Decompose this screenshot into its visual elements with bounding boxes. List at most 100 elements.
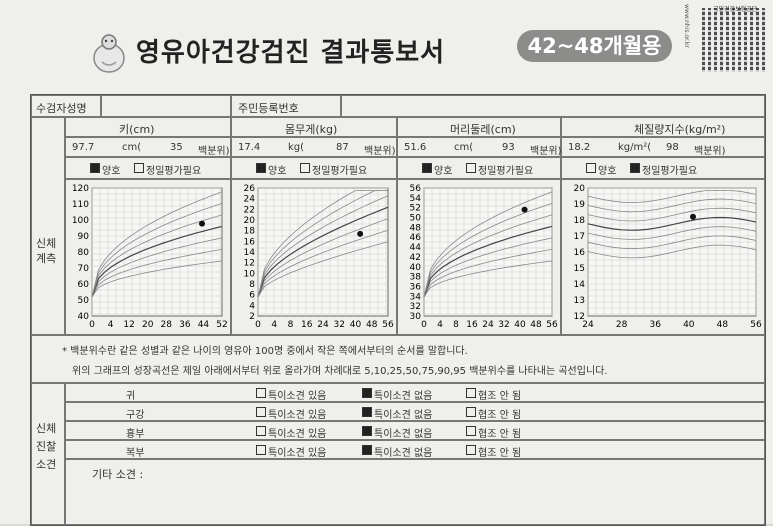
exam-checkbox[interactable] [362, 445, 372, 455]
y-tick-label: 50 [410, 214, 422, 224]
percentile-curve [423, 260, 553, 298]
exam-checkbox[interactable] [362, 407, 372, 417]
x-tick-label: 56 [750, 320, 762, 330]
y-tick-label: 14 [244, 248, 256, 258]
exam-checkbox[interactable] [466, 388, 476, 398]
y-tick-label: 48 [410, 223, 422, 233]
plot-area [257, 187, 389, 317]
y-tick-label: 90 [78, 232, 90, 242]
y-tick-label: 18 [574, 216, 586, 226]
exam-checkbox[interactable] [466, 426, 476, 436]
percentile-curve [257, 206, 389, 297]
y-tick-label: 22 [244, 205, 255, 215]
needs-eval-checkbox[interactable] [630, 163, 640, 173]
y-tick-label: 38 [410, 273, 422, 283]
exam-checkbox[interactable] [466, 407, 476, 417]
exam-checkbox[interactable] [466, 445, 476, 455]
percentile-curve [587, 244, 757, 259]
y-tick-label: 40 [78, 312, 90, 322]
measure-title-cell: 머리둘레(cm) [397, 117, 561, 137]
other-findings-label: 기타 소견 : [92, 468, 144, 481]
measure-value: 18.2 [568, 142, 591, 153]
y-tick-label: 44 [410, 243, 422, 253]
measure-value-cell: 51.6 cm(93 백분위) [397, 137, 562, 157]
measure-unit: kg/m²( [618, 142, 652, 153]
measurement-point [199, 220, 205, 227]
needs-eval-label: 정밀평가필요 [146, 166, 202, 177]
measure-value: 17.4 [238, 142, 261, 153]
percentile-curve [257, 190, 388, 297]
measure-pct: 98 [666, 142, 679, 153]
name-value-cell [101, 95, 231, 117]
good-checkbox[interactable] [90, 163, 100, 173]
measure-pct: 93 [502, 142, 515, 153]
exam-section-cell: 신체 진찰 소견 [31, 383, 65, 525]
percentile-curve [423, 203, 553, 297]
y-tick-label: 10 [244, 269, 256, 279]
exam-checkbox[interactable] [256, 426, 266, 436]
exam-checkbox[interactable] [362, 426, 372, 436]
exam-checkbox[interactable] [256, 388, 266, 398]
measurement-point [357, 230, 364, 237]
x-tick-label: 52 [216, 320, 227, 330]
good-label: 양호 [102, 166, 121, 177]
x-tick-label: 4 [108, 320, 114, 330]
x-tick-label: 36 [179, 320, 191, 330]
x-tick-label: 56 [382, 320, 394, 330]
exam-checkbox[interactable] [256, 445, 266, 455]
age-badge: 42~48개월용 [517, 30, 672, 62]
measure-section-cell: 신체 계측 [31, 117, 65, 335]
needs-eval-checkbox[interactable] [466, 163, 476, 173]
good-checkbox[interactable] [422, 163, 432, 173]
y-tick-label: 19 [574, 200, 586, 210]
growth-chart-cell: 30 32 34 36 38 40 42 44 46 48 50 52 54 56 0 4 8 16 24 32 40 4… [397, 179, 561, 335]
report-table: 수검자성명 주민등록번호 신체 계측 * 백분위수란 같은 성별과 같은 나이의… [30, 94, 766, 526]
id-value-cell [341, 95, 765, 117]
id-label-cell: 주민등록번호 [231, 95, 341, 117]
y-tick-label: 16 [244, 237, 256, 247]
measure-pct_unit: 백분위) [530, 146, 562, 157]
good-checkbox[interactable] [586, 163, 596, 173]
measure-unit: cm( [454, 142, 474, 153]
exam-option-label: 특이소견 없음 [374, 391, 433, 402]
y-tick-label: 56 [410, 184, 422, 194]
exam-row: 구강 특이소견 있음 특이소견 없음 협조 안 됨 [65, 402, 765, 421]
measurement-point [521, 206, 528, 213]
x-tick-label: 40 [683, 320, 695, 330]
exam-checkbox[interactable] [362, 388, 372, 398]
y-tick-label: 8 [249, 280, 255, 290]
y-tick-label: 46 [410, 233, 422, 243]
exam-row: 흉부 특이소견 있음 특이소견 없음 협조 안 됨 [65, 421, 765, 440]
y-tick-label: 36 [410, 282, 422, 292]
y-tick-label: 120 [72, 184, 89, 194]
y-tick-label: 13 [574, 296, 585, 306]
exam-option-label: 협조 안 됨 [478, 429, 522, 440]
x-tick-label: 16 [466, 320, 478, 330]
exam-option-label: 협조 안 됨 [478, 391, 522, 402]
x-tick-label: 32 [334, 320, 345, 330]
x-tick-label: 24 [317, 320, 329, 330]
x-tick-label: 48 [530, 320, 542, 330]
y-tick-label: 18 [244, 227, 256, 237]
needs-eval-checkbox[interactable] [134, 163, 144, 173]
baby-logo-icon [93, 34, 125, 73]
exam-checkbox[interactable] [256, 407, 266, 417]
good-label: 양호 [598, 166, 617, 177]
exam-option-label: 특이소견 있음 [268, 429, 327, 440]
percentile-curve [91, 260, 223, 298]
x-tick-label: 28 [161, 320, 173, 330]
x-tick-label: 24 [482, 320, 494, 330]
needs-eval-checkbox[interactable] [300, 163, 310, 173]
y-tick-label: 26 [244, 184, 256, 194]
percentile-curve [257, 190, 388, 297]
percentile-curve [257, 229, 389, 297]
good-checkbox[interactable] [256, 163, 266, 173]
growth-chart-cell: 40 50 60 70 80 90 100 110 120 0 4 12 20 28 36 44 52 [65, 179, 231, 335]
percentile-curve [91, 191, 223, 297]
measure-assess-cell: 양호 정밀평가필요 [397, 157, 561, 179]
y-tick-label: 30 [410, 312, 422, 322]
x-tick-label: 28 [616, 320, 628, 330]
